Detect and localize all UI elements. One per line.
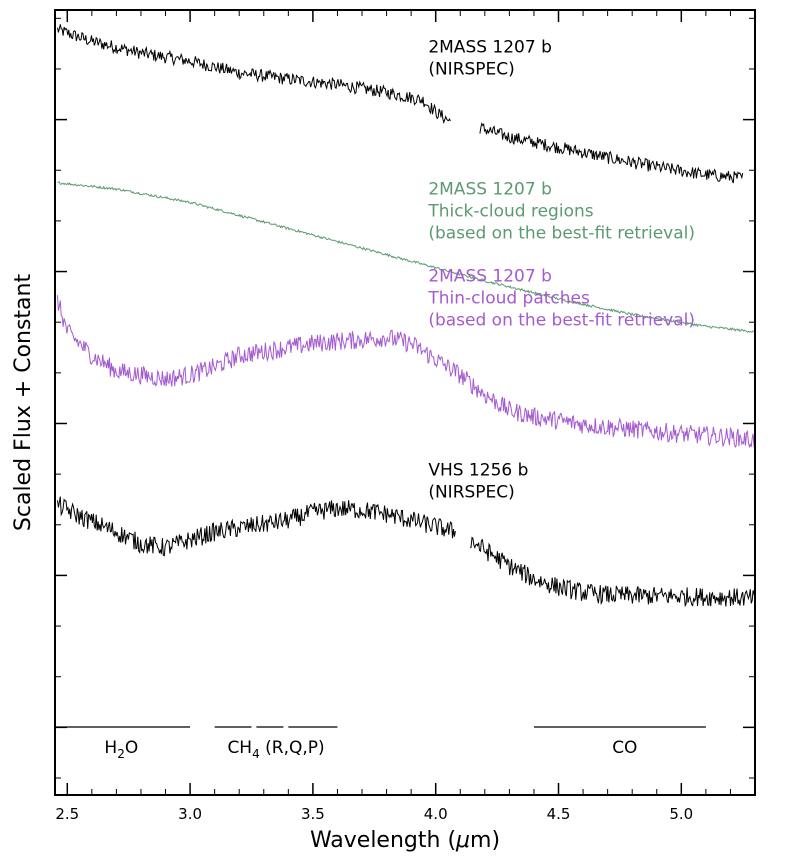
series-label-3: 2MASS 1207 b Thin-cloud patches (based on … [427, 267, 695, 331]
band-label-2: CH4 (R,Q,P) [227, 738, 324, 761]
spectrum-lines [57, 24, 756, 608]
series-label-2-line-2: Thick-cloud regions [427, 202, 593, 222]
band-label-1: H2O [104, 738, 138, 761]
series-label-1: 2MASS 1207 b (NIRSPEC) [428, 37, 552, 79]
x-tick-label: 5.0 [669, 805, 693, 823]
spectrum-series-1-segment-2 [479, 122, 744, 184]
series-labels: 2MASS 1207 b (NIRSPEC)2MASS 1207 b Thick-c… [427, 37, 695, 502]
series-label-2: 2MASS 1207 b Thick-cloud regions (based on… [427, 180, 695, 244]
absorption-band-markers: H2O CH4 (R,Q,P) CO [55, 726, 706, 761]
series-label-4-line-1: VHS 1256 b [428, 460, 528, 480]
series-label-2-line-1: 2MASS 1207 b [428, 180, 552, 200]
series-label-4-line-2: (NIRSPEC) [428, 482, 514, 502]
series-label-4: VHS 1256 b (NIRSPEC) [428, 460, 528, 502]
spectrum-series-2-segment-1 [57, 181, 756, 333]
x-tick-label: 4.0 [424, 805, 448, 823]
series-label-1-line-1: 2MASS 1207 b [428, 37, 552, 57]
spectrum-series-4-segment-1 [57, 496, 456, 557]
x-tick-label: 3.0 [178, 805, 202, 823]
plot-frame [54, 9, 756, 796]
series-label-3-line-2: Thin-cloud patches [427, 289, 590, 309]
series-label-2-line-3: (based on the best-fit retrieval) [428, 224, 695, 244]
x-axis-label: Wavelength (μm) [310, 828, 500, 853]
series-label-3-line-3: (based on the best-fit retrieval) [428, 311, 695, 331]
spectrum-series-3-segment-1 [57, 295, 756, 449]
series-label-1-line-2: (NIRSPEC) [428, 59, 514, 79]
axis-ticks: 2.5 3.0 3.5 4.0 4.5 5.0 [55, 10, 756, 823]
x-tick-label: 3.5 [301, 805, 325, 823]
series-label-3-line-1: 2MASS 1207 b [428, 267, 552, 287]
x-tick-label: 2.5 [55, 805, 79, 823]
band-label-3: CO [612, 738, 637, 758]
spectrum-series-4-segment-2 [469, 536, 756, 608]
spectrum-series-1-segment-1 [57, 24, 451, 125]
y-axis-label: Scaled Flux + Constant [11, 274, 36, 532]
x-tick-label: 4.5 [547, 805, 571, 823]
